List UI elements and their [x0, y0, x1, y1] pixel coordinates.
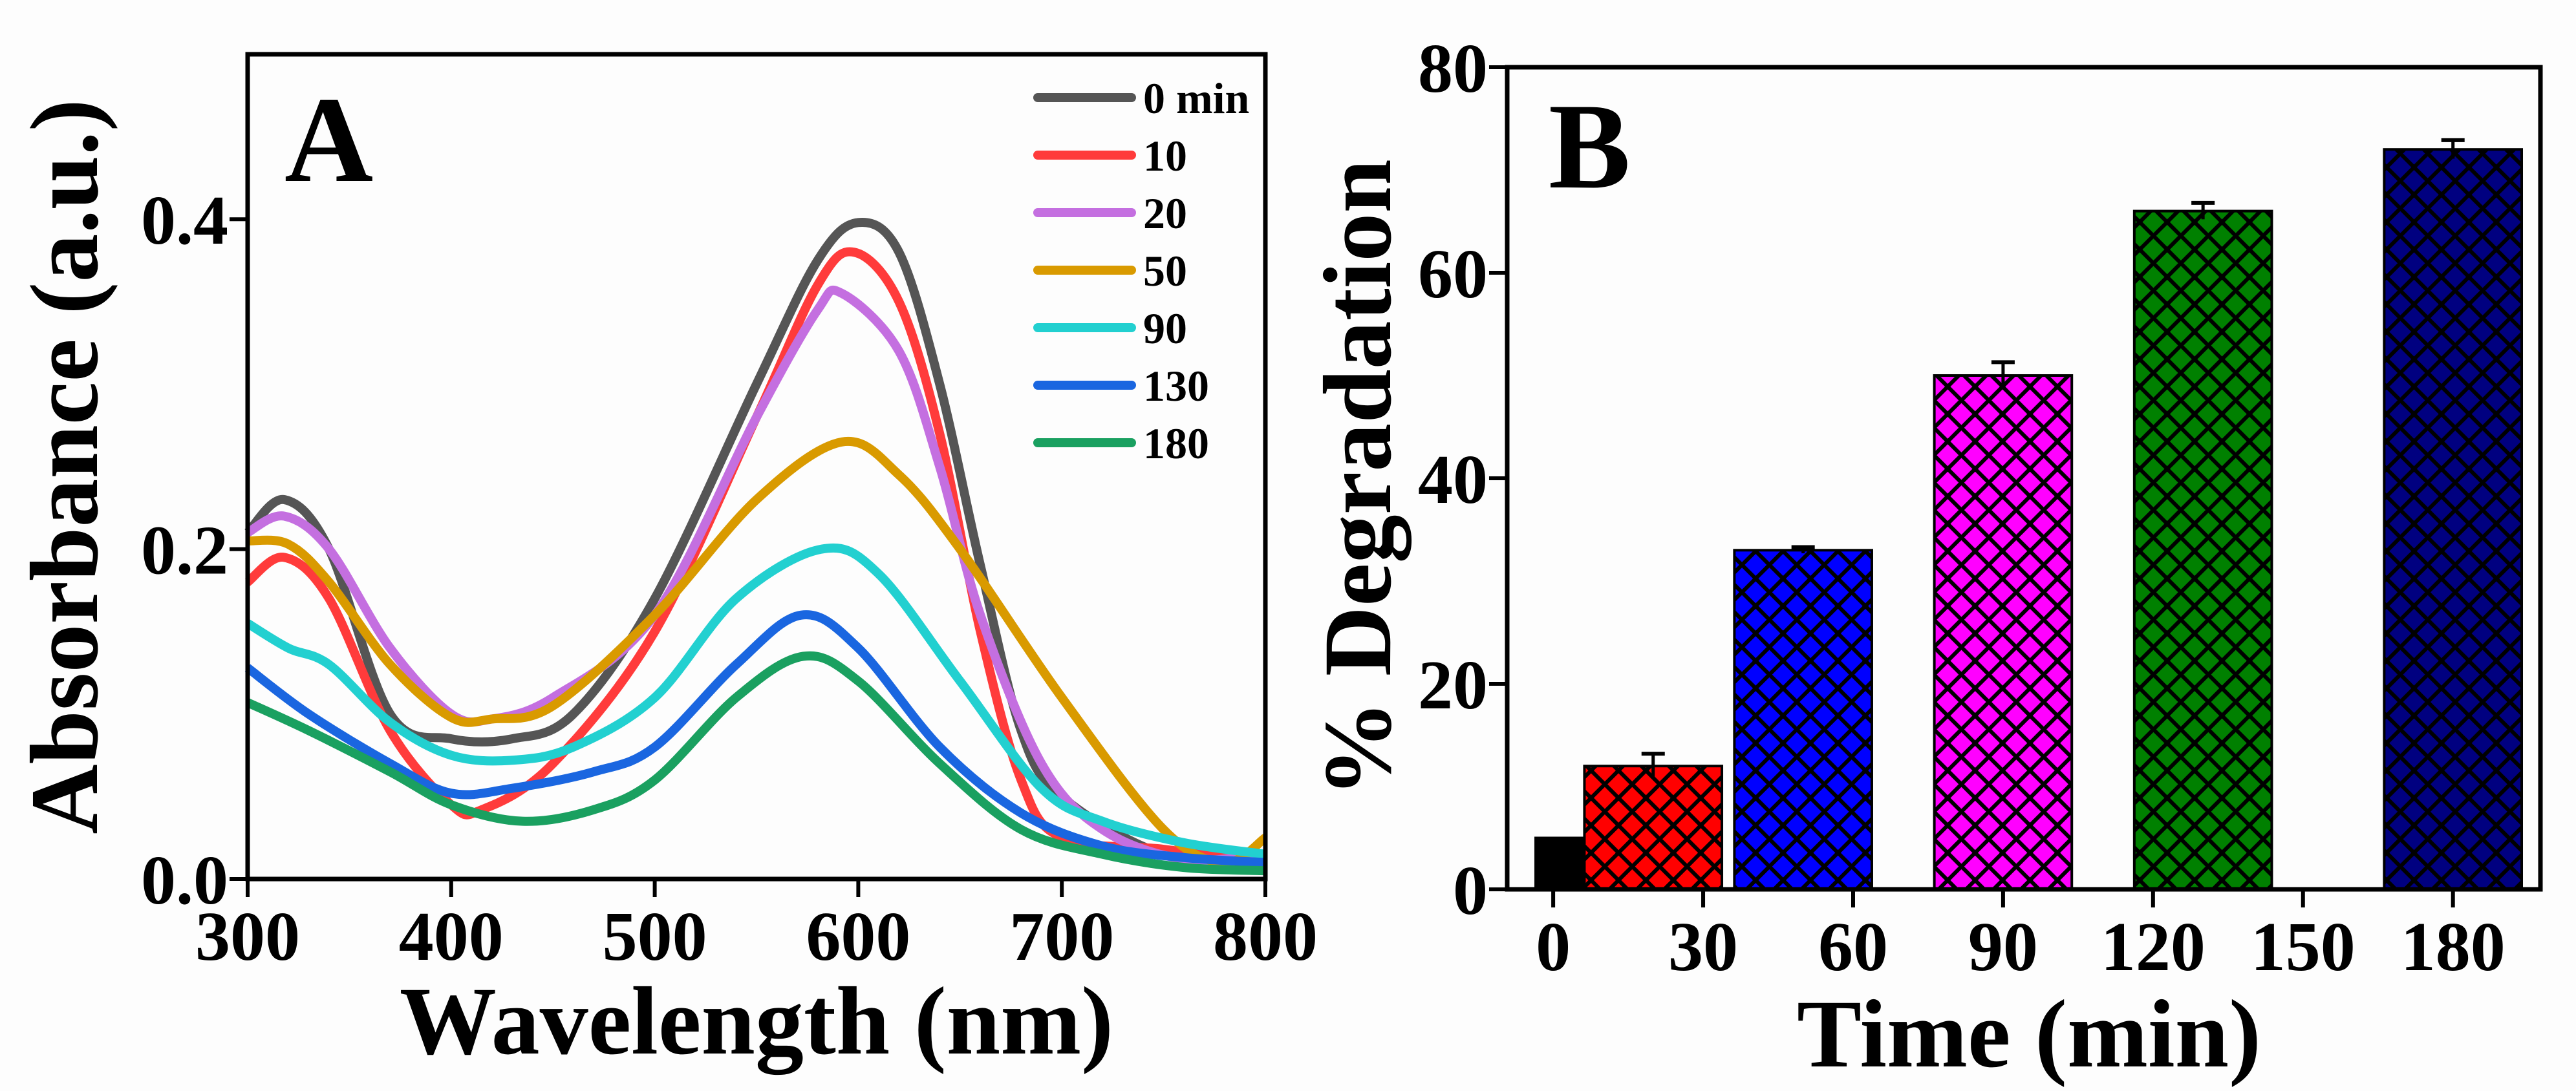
panel-a-x-tick-label: 700 [1009, 898, 1114, 975]
panel-a-y-tick-label: 0.4 [141, 182, 228, 259]
panel-a-y-axis-title: Absorbance (a.u.) [11, 99, 118, 834]
bar [2132, 209, 2273, 891]
panel-a-x-tick-label: 600 [806, 898, 910, 975]
panel-a-legend: 0 min 10 20 50 90 130 180 [1033, 74, 1249, 468]
panel-b-x-tick-label: 0 [1536, 909, 1571, 986]
series-line-130 [244, 610, 1266, 867]
panel-a-frame [245, 52, 1268, 882]
panel-a-y-tick-label: 0.2 [141, 513, 228, 589]
panel-b-x-tick-label: 180 [2401, 909, 2506, 986]
panel-b-x-tick-label: 60 [1818, 909, 1888, 986]
series-line-90 [245, 543, 1266, 859]
panel-a-x-tick-label: 800 [1213, 898, 1318, 975]
panel-a-x-tick-label: 500 [603, 898, 707, 975]
bar [1933, 374, 2074, 891]
panel-a-label: A [284, 72, 373, 208]
panel-b-x-tick-label: 30 [1668, 909, 1738, 986]
panel-a-x-axis-title: Wavelength (nm) [400, 968, 1113, 1075]
legend-label: 180 [1143, 419, 1209, 468]
panel-a-x-tick-label: 400 [399, 898, 504, 975]
panel-b-y-tick-label: 40 [1418, 441, 1488, 518]
panel-b-x-tick-label: 120 [2101, 909, 2206, 986]
legend-label: 0 min [1143, 74, 1249, 123]
series-line-10 [244, 247, 1266, 867]
panel-a-absorbance-chart: 300 400 500 600 700 800 0.0 0.2 0.4 0 min 10 20 50 9… [11, 52, 1318, 1075]
panel-b-degradation-chart: 0 30 60 90 120 150 180 0 20 40 60 80 B Time (min) %… [1304, 30, 2543, 1088]
panel-a-y-tick-label: 0.0 [141, 842, 228, 919]
panel-b-y-tick-label: 60 [1418, 236, 1488, 313]
bar [2383, 148, 2524, 891]
legend-label: 10 [1143, 131, 1187, 180]
bar [1583, 765, 1724, 891]
legend-label: 90 [1143, 304, 1187, 353]
panel-b-y-tick-label: 0 [1453, 853, 1488, 929]
legend-label: 20 [1143, 189, 1187, 238]
panel-a-x-tick-label: 300 [195, 898, 300, 975]
series-line-180 [246, 651, 1266, 876]
bar [1534, 836, 1587, 891]
panel-b-y-tick-label: 20 [1418, 647, 1488, 724]
panel-b-x-axis-title: Time (min) [1797, 980, 2261, 1088]
panel-b-y-tick-label: 80 [1418, 30, 1488, 107]
panel-b-x-tick-label: 150 [2251, 909, 2356, 986]
legend-label: 130 [1143, 361, 1209, 410]
bar [1733, 549, 1873, 891]
panel-b-label: B [1549, 79, 1631, 215]
panel-b-y-axis-title: % Degradation [1304, 159, 1411, 797]
series-line-50 [247, 436, 1269, 867]
legend-label: 50 [1143, 246, 1187, 295]
panel-b-x-tick-label: 90 [1968, 909, 2038, 986]
series-line-20 [245, 285, 1266, 865]
